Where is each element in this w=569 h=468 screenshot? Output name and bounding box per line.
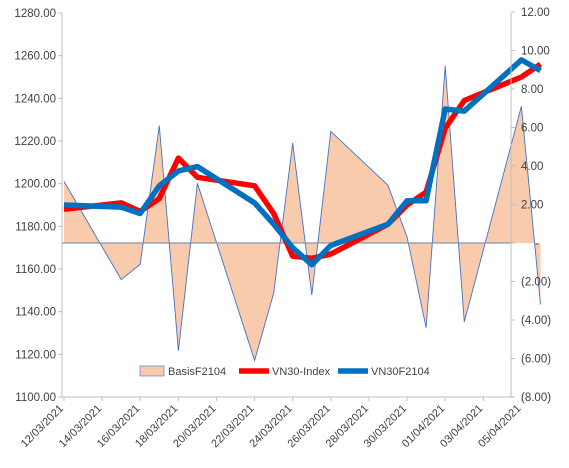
left-tick-label: 1120.00 (15, 349, 56, 361)
left-tick-label: 1280.00 (14, 8, 56, 20)
right-tick-label: - (535, 238, 539, 250)
right-tick-label: 6.00 (521, 123, 543, 135)
left-tick-label: 1240.00 (14, 93, 56, 105)
legend-swatch-basis (139, 365, 165, 377)
left-tick-label: 1220.00 (14, 136, 56, 148)
right-tick-label: (4.00) (521, 315, 551, 327)
plot-area (62, 57, 543, 362)
right-tick-label: (6.00) (521, 354, 551, 366)
legend-label: BasisF2104 (168, 366, 226, 378)
right-tick-label: 12.00 (521, 7, 550, 19)
left-tick-label: 1260.00 (14, 51, 56, 63)
right-tick-label: (2.00) (521, 277, 551, 289)
right-tick-label: 10.00 (521, 46, 550, 58)
left-tick-label: 1140.00 (15, 307, 56, 319)
legend-label: VN30F2104 (371, 366, 430, 378)
left-tick-label: 1100.00 (15, 392, 56, 404)
left-tick-label: 1200.00 (14, 179, 56, 191)
right-tick-label: 8.00 (521, 84, 543, 96)
left-tick-label: 1160.00 (15, 264, 56, 276)
left-tick-label: 1180.00 (15, 221, 56, 233)
right-tick-label: 2.00 (521, 200, 543, 212)
legend: BasisF2104 VN30-Index VN30F2104 (139, 365, 430, 378)
legend-label: VN30-Index (272, 366, 331, 378)
vn30f2104-line (63, 57, 542, 268)
right-tick-label: (8.00) (521, 392, 551, 404)
basis-area (64, 65, 541, 361)
right-tick-label: 4.00 (521, 161, 543, 173)
